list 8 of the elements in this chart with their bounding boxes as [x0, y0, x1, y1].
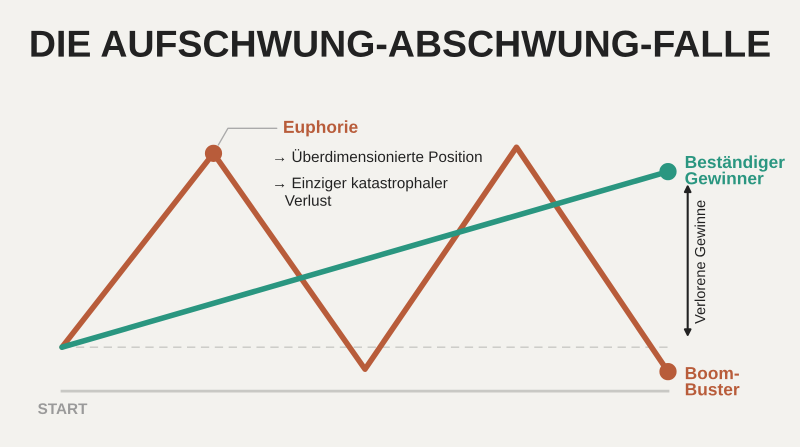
text: START [38, 403, 88, 414]
chart-title: DIE AUFSCHWUNG-ABSCHWUNG-FALLE [31, 30, 770, 57]
text: Euphorie [284, 120, 358, 136]
series-label: Boom-Buster [686, 367, 740, 396]
series-label: Beständiger Gewinner [685, 155, 785, 184]
text: Verlorene Gewinne [694, 200, 706, 324]
annotation: → Einziger katastrophaler Verlust [275, 177, 448, 206]
annotation: → Überdimensionierte Position [275, 149, 482, 162]
